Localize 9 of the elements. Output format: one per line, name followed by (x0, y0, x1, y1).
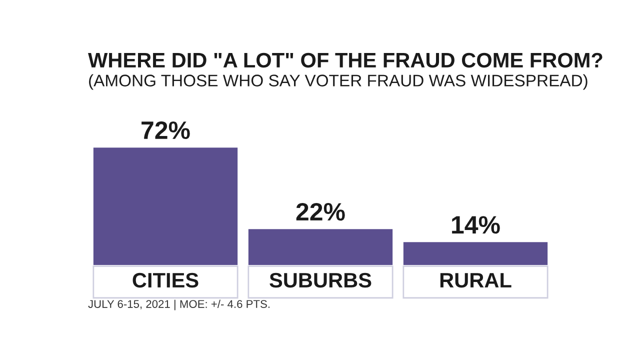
data-label: 14% (452, 216, 500, 234)
text: JULY 6-15, 2021 | MOE: +/- 4.6 PTS. (88, 300, 270, 310)
data-label: 72% (142, 121, 190, 140)
x-tick-label: SUBURBS (270, 272, 372, 288)
data-label: 22% (296, 202, 345, 221)
chart-title: WHERE DID "A LOT" OF THE FRAUD COME FROM? (88, 52, 602, 68)
chart-subtitle: (AMONG THOSE WHO SAY VOTER FRAUD WAS WIDESPREAD) (89, 74, 588, 90)
x-tick-label: RURAL (440, 273, 512, 288)
x-tick-label: CITIES (132, 272, 198, 288)
